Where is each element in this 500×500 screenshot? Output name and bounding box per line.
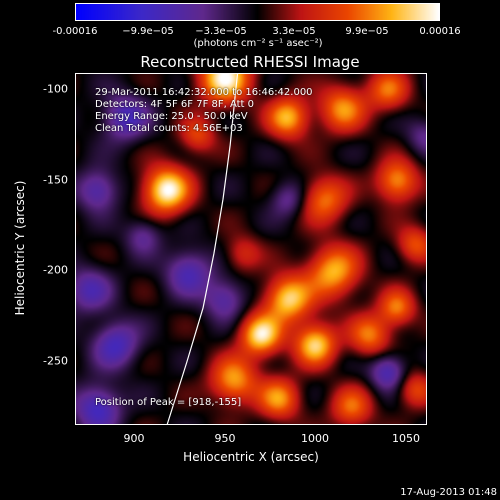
info-clean-counts: Clean Total counts: 4.56E+03	[95, 123, 243, 134]
limb-line	[166, 74, 239, 424]
y-tick-label: -100	[43, 82, 68, 96]
heatmap-image	[76, 74, 426, 424]
peak-position-label: Position of Peak = [918,-155]	[95, 397, 242, 408]
info-detectors: Detectors: 4F 5F 6F 7F 8F, Att 0	[95, 99, 255, 110]
colorbar-tick: 0.00016	[419, 26, 461, 37]
x-axis-label: Heliocentric X (arcsec)	[183, 450, 319, 464]
timestamp: 17-Aug-2013 01:48	[400, 487, 497, 498]
x-tick-label: 1000	[301, 432, 329, 445]
x-tick-label: 950	[214, 432, 236, 445]
colorbar-tick: −3.3e−05	[195, 26, 247, 37]
y-tick-label: -250	[43, 354, 68, 368]
x-tick-label: 1050	[392, 432, 420, 445]
y-tick-label: -200	[43, 263, 68, 277]
y-tick-label: -150	[43, 173, 68, 187]
chart-title: Reconstructed RHESSI Image	[140, 53, 360, 71]
x-tick-label: 900	[123, 432, 145, 445]
colorbar-tick: -0.00016	[52, 26, 98, 37]
y-axis-label: Heliocentric Y (arcsec)	[13, 180, 27, 316]
colorbar-tick: −9.9e−05	[122, 26, 174, 37]
colorbar-unit-label: (photons cm⁻² s⁻¹ asec⁻²)	[193, 38, 323, 49]
colorbar	[75, 3, 440, 21]
solar-limb-curve	[166, 74, 239, 424]
plot-area: 29-Mar-2011 16:42:32.000 to 16:46:42.000…	[75, 73, 427, 425]
colorbar-tick: 3.3e−05	[272, 26, 316, 37]
info-energy-range: Energy Range: 25.0 - 50.0 keV	[95, 111, 248, 122]
colorbar-tick: 9.9e−05	[345, 26, 389, 37]
info-time-range: 29-Mar-2011 16:42:32.000 to 16:46:42.000	[95, 87, 313, 98]
